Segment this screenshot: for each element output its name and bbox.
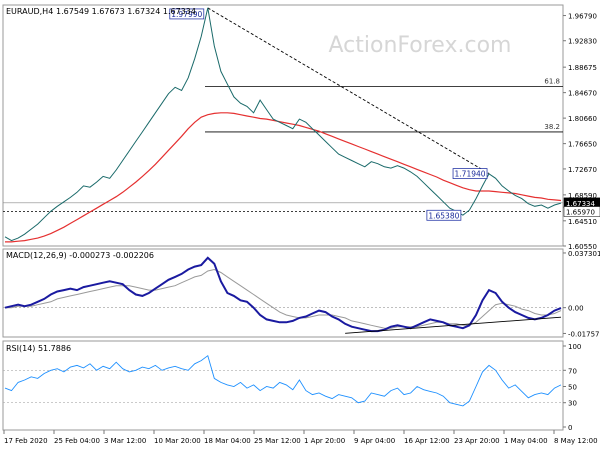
support-level-label: 1.65970 (566, 209, 595, 217)
macd-label: MACD(12,26,9) -0.000273 -0.002206 (6, 251, 154, 260)
annotation-box (426, 209, 462, 221)
x-tick-label: 25 Mar 12:00 (254, 437, 301, 445)
annotation-label: 1.71940 (455, 170, 486, 179)
fib-level-label: 61.8 (544, 78, 560, 86)
x-tick-label: 1 Apr 20:00 (304, 437, 345, 445)
annotation-box (452, 168, 488, 179)
price-y-tick-label: 1.96790 (568, 13, 597, 21)
price-line (4, 7, 562, 242)
price-y-tick-label: 1.88675 (568, 64, 597, 72)
macd-line (4, 256, 562, 333)
symbol-label: EURAUD,H4 (6, 7, 53, 16)
price-y-tick-label: 1.64510 (568, 218, 597, 226)
rsi-y-tick-label: 70 (568, 367, 577, 375)
x-tick-label: 18 Mar 04:00 (204, 437, 251, 445)
x-tick-label: 10 Mar 20:00 (154, 437, 201, 445)
x-tick-label: 3 Mar 12:00 (104, 437, 146, 445)
x-tick-label: 16 Apr 12:00 (404, 437, 450, 445)
price-y-tick-label: 1.60550 (568, 243, 597, 251)
rsi-y-tick-label: 0 (568, 424, 572, 432)
price-y-tick-label: 1.92830 (568, 38, 597, 46)
watermark: ActionForex.com (329, 33, 512, 58)
x-axis: 17 Feb 2020 25 Feb 04:00 3 Mar 12:00 10 Mar… (3, 430, 598, 445)
price-trendline (207, 7, 490, 174)
macd-panel: 0.037301 0.00 -0.017577 MACD(12,26,9) -0.0… (2, 248, 600, 338)
macd-y-tick-label: 0.00 (568, 305, 584, 313)
x-tick-label: 23 Apr 20:00 (454, 437, 500, 445)
x-tick-label: 1 May 04:00 (504, 437, 548, 445)
fib-level-label: 38.2 (544, 123, 560, 131)
ohlc-values: 1.67549 1.67673 1.67324 1.67334 (56, 7, 196, 16)
price-y-tick-label: 1.84670 (568, 90, 597, 98)
price-y-tick-label: 1.68590 (568, 192, 597, 200)
macd-y-tick-label: 0.037301 (568, 250, 600, 258)
rsi-y-tick-label: 100 (568, 343, 581, 351)
x-tick-label: 8 May 12:00 (554, 437, 598, 445)
annotation-label: 1.65380 (428, 211, 459, 220)
price-y-tick-label: 1.72670 (568, 166, 597, 174)
price-panel: 1.96790 1.92830 1.88675 1.84670 1.80660 1.766… (2, 4, 600, 251)
macd-signal-line (5, 268, 562, 329)
moving-average-line (5, 112, 562, 243)
macd-y-tick-label: -0.017577 (568, 330, 600, 338)
price-y-tick-label: 1.76650 (568, 141, 597, 149)
macd-trendline (345, 316, 562, 334)
rsi-label: RSI(14) 51.7886 (6, 344, 71, 353)
support-level-box (563, 206, 600, 217)
rsi-y-tick-label: 50 (568, 384, 577, 392)
annotation-box (169, 8, 205, 20)
rsi-line (4, 354, 562, 407)
x-tick-label: 25 Feb 04:00 (54, 437, 100, 445)
rsi-panel: 100 70 50 30 0 RSI(14) 51.7886 (2, 340, 581, 432)
rsi-y-tick-label: 30 (568, 400, 577, 408)
current-price-label: 1.67334 (566, 200, 595, 208)
x-tick-label: 9 Apr 04:00 (354, 437, 395, 445)
price-y-tick-label: 1.80660 (568, 115, 597, 123)
x-tick-label: 17 Feb 2020 (4, 437, 48, 445)
annotation-label: 1.97990 (171, 10, 202, 19)
